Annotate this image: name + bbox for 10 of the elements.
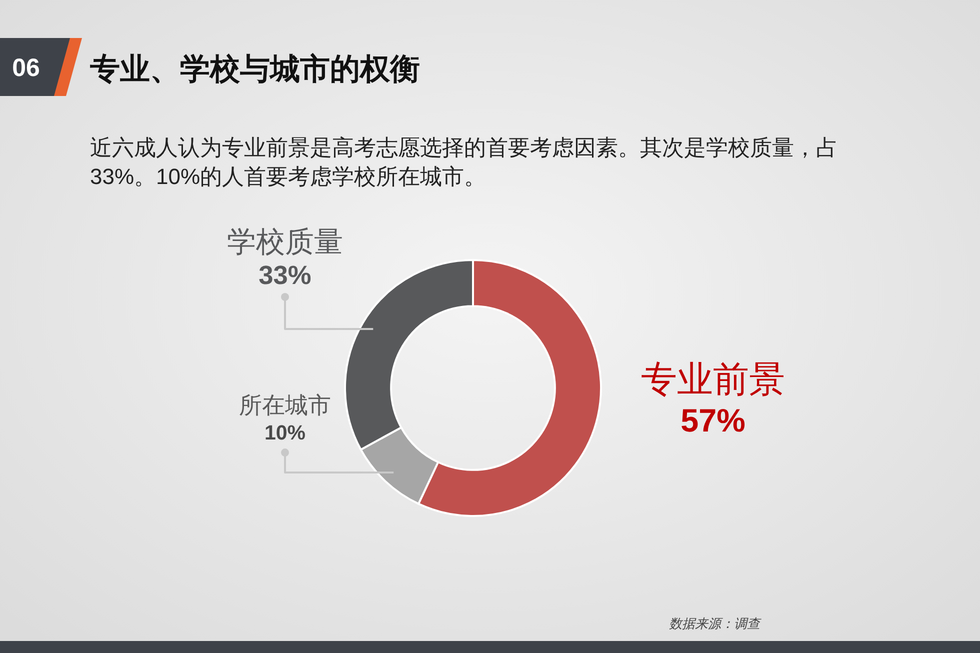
text: 06 [12,54,40,82]
data-label: 10% [264,422,306,445]
slice-label: 学校质量 [227,226,343,259]
slice-label: 专业前景 [641,358,785,400]
slice-label: 所在城市 [239,392,331,418]
source-note: 数据来源：调查 [669,616,762,631]
data-label: 57% [680,402,746,439]
data-label: 33% [258,260,312,290]
chart-subtitle: 近六成人认为专业前景是高考志愿选择的首要考虑因素。其次是学校质量，占33%。10%的人首要考虑学校所在城市。 [90,134,839,191]
chart-title: 专业、学校与城市的权衡 [89,52,420,86]
